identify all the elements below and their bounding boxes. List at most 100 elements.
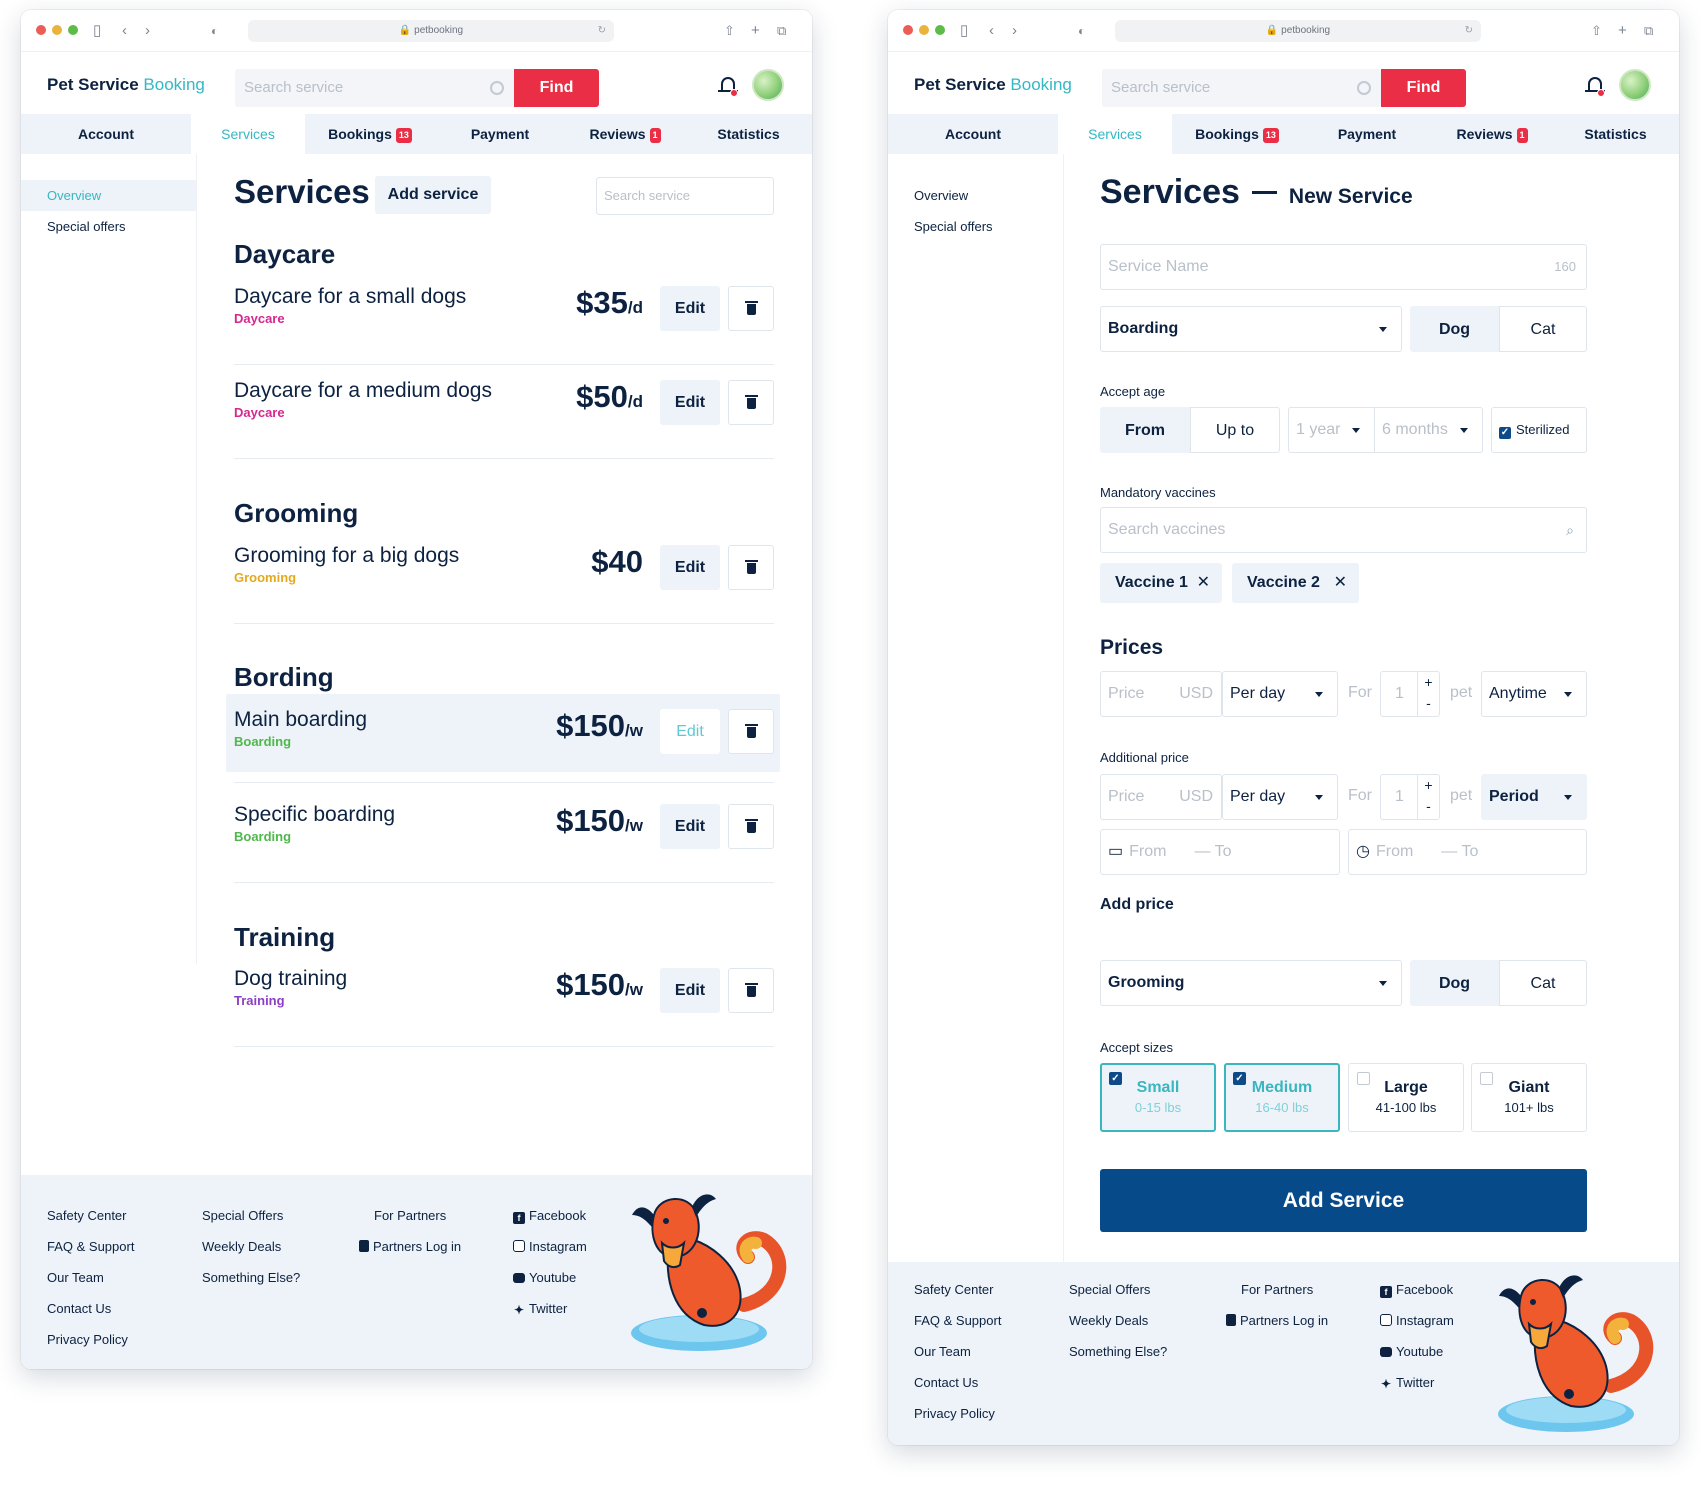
search-icon[interactable]: ⌕ [1566,522,1574,538]
footer-link[interactable]: Something Else? [202,1270,301,1285]
additional-price-input[interactable]: Price USD [1100,774,1222,820]
size-large-option[interactable]: Large 41-100 lbs [1348,1063,1464,1132]
footer-link[interactable]: Partners Log in [359,1231,461,1262]
increment-button[interactable]: + [1417,775,1439,797]
edit-button[interactable]: Edit [660,968,720,1013]
close-window-button[interactable] [36,25,46,35]
instagram-link[interactable]: Instagram [1380,1305,1454,1336]
sidebar-item-overview[interactable]: Overview [914,188,969,203]
notification-bell-icon[interactable] [1584,74,1606,98]
service-name[interactable]: Daycare for a small dogs [234,285,467,308]
delete-button[interactable] [728,709,774,754]
service-name[interactable]: Main boarding [234,708,368,731]
size-giant-option[interactable]: Giant 101+ lbs [1471,1063,1587,1132]
header-search-input[interactable]: Search service [1102,69,1381,107]
age-upto-toggle[interactable]: Up to [1190,407,1280,453]
close-window-button[interactable] [903,25,913,35]
decrement-button[interactable]: - [1417,797,1439,819]
sidebar-toggle-icon[interactable]: ▯ [93,22,102,39]
user-avatar[interactable] [752,69,784,101]
minimize-window-button[interactable] [52,25,62,35]
footer-link[interactable]: Partners Log in [1226,1305,1328,1336]
back-icon[interactable]: ‹ [989,22,994,39]
decrement-button[interactable]: - [1417,694,1439,716]
facebook-link[interactable]: f Facebook [1380,1274,1454,1305]
footer-link[interactable]: Contact Us [914,1375,979,1390]
new-tab-icon[interactable]: + [1618,22,1627,39]
reload-icon[interactable]: ↻ [597,25,606,36]
find-button[interactable]: Find [514,69,599,107]
address-bar[interactable]: 🔒 petbooking ↻ [1115,20,1481,42]
pet-quantity-stepper[interactable]: 1 + - [1380,671,1440,717]
sterilized-checkbox[interactable]: ✓ Sterilized [1491,407,1587,453]
vaccine-search-input[interactable]: Search vaccines ⌕ [1100,507,1587,553]
footer-link[interactable]: Our Team [914,1344,971,1359]
delete-button[interactable] [728,286,774,331]
pet-cat-toggle[interactable]: Cat [1499,960,1587,1006]
pet-dog-toggle[interactable]: Dog [1410,960,1499,1006]
zoom-window-button[interactable] [68,25,78,35]
time-select[interactable]: Anytime [1481,671,1587,717]
site-logo[interactable]: Pet Service Booking [914,75,1072,95]
find-button[interactable]: Find [1381,69,1466,107]
additional-quantity-stepper[interactable]: 1 + - [1380,774,1440,820]
age-months-select[interactable]: 6 months [1374,407,1483,453]
footer-link[interactable]: Special Offers [1069,1282,1151,1297]
service-name[interactable]: Daycare for a medium dogs [234,379,492,402]
minimize-window-button[interactable] [919,25,929,35]
period-select[interactable]: Period [1481,774,1587,820]
edit-button[interactable]: Edit [660,286,720,331]
tab-account[interactable]: Account [945,126,1001,142]
age-from-toggle[interactable]: From [1100,407,1190,453]
tabs-overview-icon[interactable]: ⧉ [1644,23,1654,38]
youtube-link[interactable]: Youtube [1380,1336,1454,1367]
edit-button[interactable]: Edit [660,380,720,425]
service-name[interactable]: Grooming for a big dogs [234,544,460,567]
facebook-link[interactable]: f Facebook [513,1200,587,1231]
sidebar-item-overview[interactable]: Overview [21,180,196,211]
tab-account[interactable]: Account [78,126,134,142]
pet-cat-toggle[interactable]: Cat [1499,306,1587,352]
delete-button[interactable] [728,380,774,425]
shield-icon[interactable]: ◐ [211,24,219,38]
location-icon[interactable] [1357,81,1371,95]
site-logo[interactable]: Pet Service Booking [47,75,205,95]
twitter-link[interactable]: ✦ Twitter [513,1301,568,1317]
forward-icon[interactable]: › [1012,22,1017,39]
user-avatar[interactable] [1619,69,1651,101]
youtube-link[interactable]: Youtube [513,1262,587,1293]
share-icon[interactable]: ⇧ [724,23,735,38]
tab-payment[interactable]: Payment [1337,126,1397,142]
reload-icon[interactable]: ↻ [1464,25,1473,36]
add-price-link[interactable]: Add price [1100,896,1174,913]
service-search-input[interactable]: Search service [596,177,774,215]
price-input[interactable]: Price USD [1100,671,1222,717]
tab-bookings[interactable]: Bookings 13 [1172,114,1302,154]
additional-rate-select[interactable]: Per day [1222,774,1338,820]
twitter-link[interactable]: ✦ Twitter [1380,1375,1435,1391]
footer-link[interactable]: Special Offers [202,1208,284,1223]
header-search-input[interactable]: Search service [235,69,514,107]
address-bar[interactable]: 🔒 petbooking ↻ [248,20,614,42]
shield-icon[interactable]: ◐ [1078,24,1086,38]
footer-link[interactable]: Privacy Policy [47,1332,128,1347]
instagram-link[interactable]: Instagram [513,1231,587,1262]
date-range-input[interactable]: ▭ From — To [1100,829,1340,875]
back-icon[interactable]: ‹ [122,22,127,39]
footer-link[interactable]: For Partners [374,1208,447,1223]
footer-link[interactable]: Weekly Deals [1069,1313,1149,1328]
rate-period-select[interactable]: Per day [1222,671,1338,717]
location-icon[interactable] [490,81,504,95]
edit-button[interactable]: Edit [660,709,720,754]
tabs-overview-icon[interactable]: ⧉ [777,23,787,38]
tab-services[interactable]: Services [1058,114,1172,154]
footer-link[interactable]: Contact Us [47,1301,112,1316]
footer-link[interactable]: Our Team [47,1270,104,1285]
delete-button[interactable] [728,968,774,1013]
footer-link[interactable]: For Partners [1241,1282,1314,1297]
zoom-window-button[interactable] [935,25,945,35]
pet-dog-toggle[interactable]: Dog [1410,306,1499,352]
tab-services[interactable]: Services [191,114,305,154]
service-name[interactable]: Dog training [234,967,348,990]
new-tab-icon[interactable]: + [751,22,760,39]
